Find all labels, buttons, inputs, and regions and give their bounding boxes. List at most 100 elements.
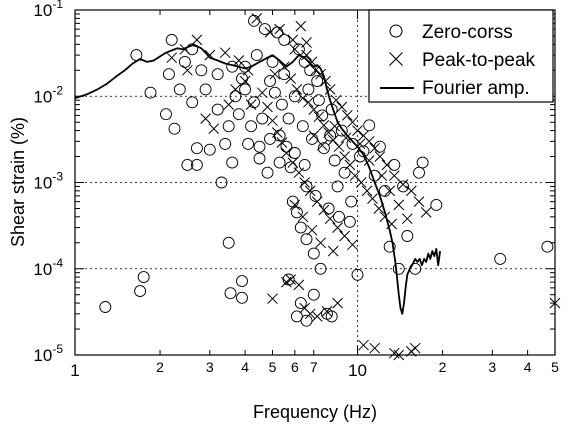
zero-cross-point [224, 287, 237, 300]
peak-to-peak-point [318, 204, 330, 216]
zero-cross-point [345, 195, 358, 208]
peak-to-peak-point [267, 115, 278, 127]
peak-to-peak-point [333, 141, 345, 153]
x-minor-tick-label: 2 [439, 359, 447, 375]
peak-to-peak-point [285, 274, 297, 285]
x-tick-label: 10 [348, 361, 367, 380]
peak-to-peak-point [330, 94, 342, 106]
y-tick-label: 10-3 [33, 170, 63, 193]
zero-cross-point [378, 184, 391, 197]
peak-to-peak-point [332, 297, 343, 309]
peak-to-peak-point [219, 47, 231, 59]
zero-cross-point [302, 83, 315, 96]
zero-cross-point [253, 140, 266, 153]
zero-cross-point [165, 33, 178, 46]
peak-to-peak-point [313, 111, 325, 123]
peak-to-peak-point [393, 199, 405, 211]
zero-cross-point [282, 112, 295, 125]
zero-cross-point [215, 176, 228, 189]
zero-cross-point [144, 86, 157, 99]
peak-to-peak-point [289, 43, 301, 55]
zero-cross-point [242, 137, 255, 150]
zero-cross-point [430, 198, 443, 211]
zero-cross-point [236, 275, 248, 288]
x-minor-tick-label: 4 [524, 359, 532, 375]
peak-to-peak-point [347, 116, 358, 128]
zero-cross-point [181, 158, 194, 171]
zero-cross-point [253, 152, 266, 165]
peak-to-peak-point [308, 104, 320, 115]
x-tick-label: 1 [70, 361, 79, 380]
zero-cross-point [388, 158, 401, 171]
legend-marker-circle [389, 24, 403, 38]
legend-label-fourier: Fourier amp. [422, 78, 530, 99]
zero-cross-point [211, 103, 224, 116]
zero-cross-point [229, 90, 242, 103]
peak-to-peak-point [291, 84, 303, 95]
zero-cross-point [178, 55, 191, 68]
y-axis-title: Shear strain (%) [8, 117, 28, 247]
zero-cross-point [245, 120, 258, 133]
legend: Zero-corss Peak-to-peak Fourier amp. [368, 9, 554, 103]
series-layer [74, 13, 561, 361]
peak-to-peak-point [384, 185, 396, 197]
peak-to-peak-point [262, 101, 273, 113]
peak-to-peak-point [208, 123, 220, 135]
peak-to-peak-point [316, 139, 328, 151]
zero-cross-point [298, 158, 311, 171]
peak-to-peak-point [413, 196, 425, 207]
zero-cross-point [383, 240, 396, 253]
x-minor-tick-label: 3 [206, 359, 214, 375]
zero-cross-point [222, 236, 235, 249]
peak-to-peak-point [315, 237, 326, 249]
zero-cross-point [541, 240, 554, 253]
x-minor-tick-label: 6 [291, 359, 299, 375]
peak-to-peak-point [297, 211, 309, 223]
peak-to-peak-point [405, 185, 417, 197]
y-tick-labels: 10-5 10-4 10-3 10-2 10-1 [33, 0, 63, 365]
zero-cross-point [416, 156, 429, 169]
peak-to-peak-point [239, 75, 251, 87]
x-axis-title: Frequency (Hz) [253, 402, 377, 422]
zero-cross-point [137, 271, 150, 284]
peak-to-peak-point [318, 119, 330, 131]
zero-cross-point [266, 55, 279, 68]
zero-cross-point [300, 314, 313, 327]
zero-cross-point [284, 161, 297, 174]
peak-to-peak-point [191, 34, 203, 46]
peak-to-peak-point [303, 96, 314, 108]
peak-to-peak-point [251, 13, 263, 24]
peak-to-peak-point [297, 92, 309, 104]
x-minor-tick-label: 7 [310, 359, 318, 375]
zero-cross-point [314, 262, 327, 275]
peak-to-peak-point [287, 34, 299, 46]
legend-label-zero-cross: Zero-corss [422, 22, 513, 43]
peak-to-peak-point [374, 151, 386, 162]
zero-cross-point [195, 64, 208, 77]
zero-cross-point [392, 262, 405, 275]
x-minor-tick-label: 5 [269, 359, 277, 375]
fourier-amp-line [74, 44, 441, 315]
zero-cross-point [256, 112, 269, 125]
zero-cross-point [328, 154, 341, 167]
zero-cross-point [413, 166, 425, 179]
peak-to-peak-point [269, 68, 281, 80]
peak-to-peak-point [267, 293, 278, 305]
peak-to-peak-point [276, 137, 288, 148]
peak-to-peak-point [278, 61, 290, 73]
peak-to-peak-point [355, 177, 367, 188]
peak-to-peak-point [344, 159, 356, 171]
zero-cross-point [203, 143, 216, 156]
zero-cross-point [226, 156, 239, 169]
zero-cross-point [275, 98, 288, 111]
peak-to-peak-point [369, 142, 381, 154]
zero-cross-point [222, 120, 235, 133]
peak-to-peak-point [358, 339, 369, 351]
zero-cross-point [309, 189, 322, 202]
peak-to-peak-point [363, 135, 375, 147]
peak-to-peak-point [274, 23, 285, 35]
zero-cross-point [232, 108, 245, 121]
zero-cross-point [186, 43, 199, 56]
peak-to-peak-point [376, 170, 388, 182]
